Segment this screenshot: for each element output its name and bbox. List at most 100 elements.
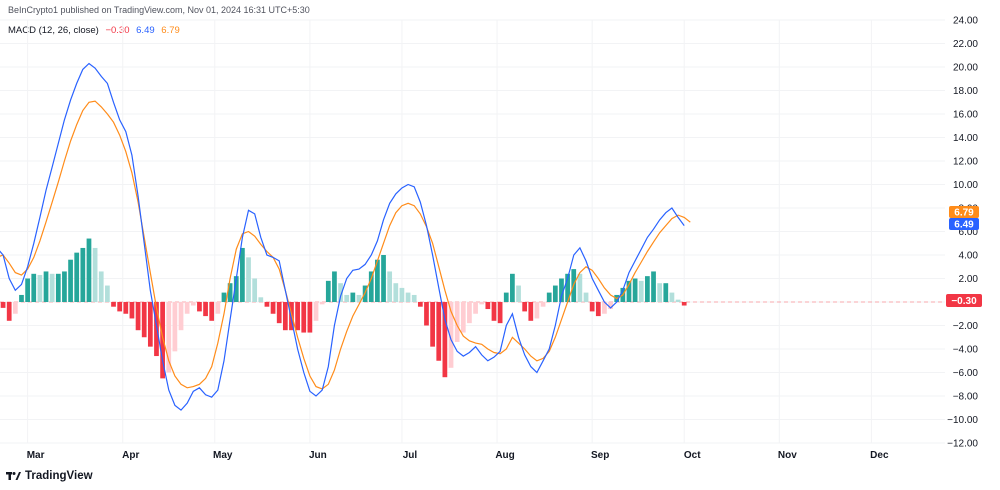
histogram-bar (516, 285, 521, 302)
signal-value-badge: 6.79 (949, 206, 979, 219)
y-tick-label: −10.00 (947, 415, 978, 426)
histogram-bar (332, 271, 337, 302)
histogram-bar (344, 294, 350, 302)
histogram-value-badge: −0.30 (946, 294, 982, 307)
histogram-bar (111, 302, 116, 307)
histogram-bar (0, 302, 6, 308)
histogram-bar (190, 302, 196, 306)
y-tick-label: 6.00 (959, 227, 979, 238)
histogram-bar (583, 292, 589, 302)
histogram-series (0, 238, 687, 379)
price-axis[interactable]: 24.00 22.00 20.00 18.00 16.00 14.00 12.00 10.00… (947, 16, 978, 450)
histogram-bar (258, 297, 264, 302)
histogram-bar (503, 292, 509, 302)
histogram-bar (657, 283, 663, 302)
histogram-bar (135, 302, 141, 331)
histogram-bar (160, 302, 165, 379)
macd-value-badge: 6.49 (949, 218, 979, 231)
histogram-bar (424, 302, 429, 326)
histogram-bar (546, 292, 552, 302)
histogram-bar (638, 280, 644, 302)
legend-macd-value: 6.49 (136, 25, 155, 36)
x-tick-label: Mar (27, 450, 45, 461)
histogram-bar (92, 247, 98, 302)
histogram-bar (436, 302, 442, 361)
y-tick-label: 12.00 (953, 157, 978, 168)
legend-signal-value: 6.79 (161, 25, 180, 36)
histogram-bar (49, 273, 55, 302)
histogram-bar (417, 302, 423, 307)
histogram-bar (651, 271, 656, 302)
histogram-bar (25, 278, 30, 302)
x-tick-label: Oct (684, 450, 701, 461)
histogram-bar (528, 302, 534, 321)
histogram-bar (675, 299, 681, 302)
histogram-bar (98, 271, 104, 302)
histogram-bar (473, 302, 478, 314)
signal-line (0, 100, 691, 390)
histogram-bar (368, 271, 374, 302)
x-tick-label: Jun (309, 450, 327, 461)
indicator-legend[interactable]: MACD (12, 26, close) −0.30 6.49 6.79 (8, 25, 184, 36)
y-tick-label: 20.00 (953, 63, 978, 74)
histogram-bar (393, 283, 399, 302)
histogram-bar (86, 238, 92, 302)
histogram-bar (399, 287, 405, 302)
y-tick-label: 16.00 (953, 110, 978, 121)
histogram-bar (270, 302, 276, 314)
histogram-bar (74, 252, 80, 302)
histogram-bar (559, 278, 564, 302)
tradingview-logo-text: TradingView (25, 470, 93, 482)
legend-histogram-value: −0.30 (105, 25, 130, 36)
histogram-bar (491, 302, 497, 321)
tradingview-logo-icon (6, 472, 21, 480)
chart-grid (0, 19, 945, 444)
macd-line (0, 62, 685, 411)
histogram-bar (129, 302, 135, 319)
x-tick-label: Aug (495, 450, 514, 461)
histogram-bar (552, 285, 558, 302)
histogram-bar (356, 294, 362, 302)
histogram-bar (534, 302, 540, 319)
time-axis[interactable]: Mar Apr May Jun Jul Aug Sep Oct Nov Dec (27, 450, 889, 461)
histogram-bar (350, 292, 356, 302)
histogram-bar (454, 302, 460, 342)
histogram-bar (460, 302, 466, 333)
histogram-bar (197, 302, 202, 312)
histogram-bar (602, 302, 607, 314)
histogram-bar (540, 302, 546, 307)
histogram-bar (178, 302, 184, 331)
histogram-bar (589, 302, 595, 312)
x-tick-label: Jul (403, 450, 418, 461)
histogram-bar (221, 292, 227, 302)
histogram-bar (246, 257, 251, 302)
histogram-bar (442, 302, 448, 378)
histogram-bar (43, 271, 49, 302)
indicator-name[interactable]: MACD (12, 26, close) (8, 25, 99, 36)
tradingview-logo[interactable]: TradingView (6, 470, 93, 482)
histogram-bar (430, 302, 435, 347)
histogram-bar (105, 285, 110, 302)
histogram-bar (6, 302, 12, 321)
publisher-info: BeInCrypto1 published on TradingView.com… (8, 5, 310, 15)
y-tick-label: 4.00 (959, 251, 979, 262)
histogram-bar (68, 259, 73, 302)
histogram-bar (282, 302, 288, 331)
histogram-bar (510, 273, 515, 302)
histogram-bar (141, 302, 147, 338)
histogram-bar (681, 302, 687, 306)
histogram-bar (227, 283, 233, 302)
x-tick-label: Nov (778, 450, 797, 461)
y-tick-label: 14.00 (953, 133, 978, 144)
y-tick-label: −6.00 (953, 368, 979, 379)
histogram-bar (565, 273, 570, 302)
x-tick-label: Dec (870, 450, 889, 461)
histogram-bar (411, 294, 417, 302)
histogram-bar (485, 302, 491, 310)
y-tick-label: 2.00 (959, 274, 979, 285)
histogram-bar (301, 302, 307, 333)
histogram-bar (12, 302, 18, 314)
histogram-bar (595, 302, 601, 317)
histogram-bar (80, 247, 86, 302)
